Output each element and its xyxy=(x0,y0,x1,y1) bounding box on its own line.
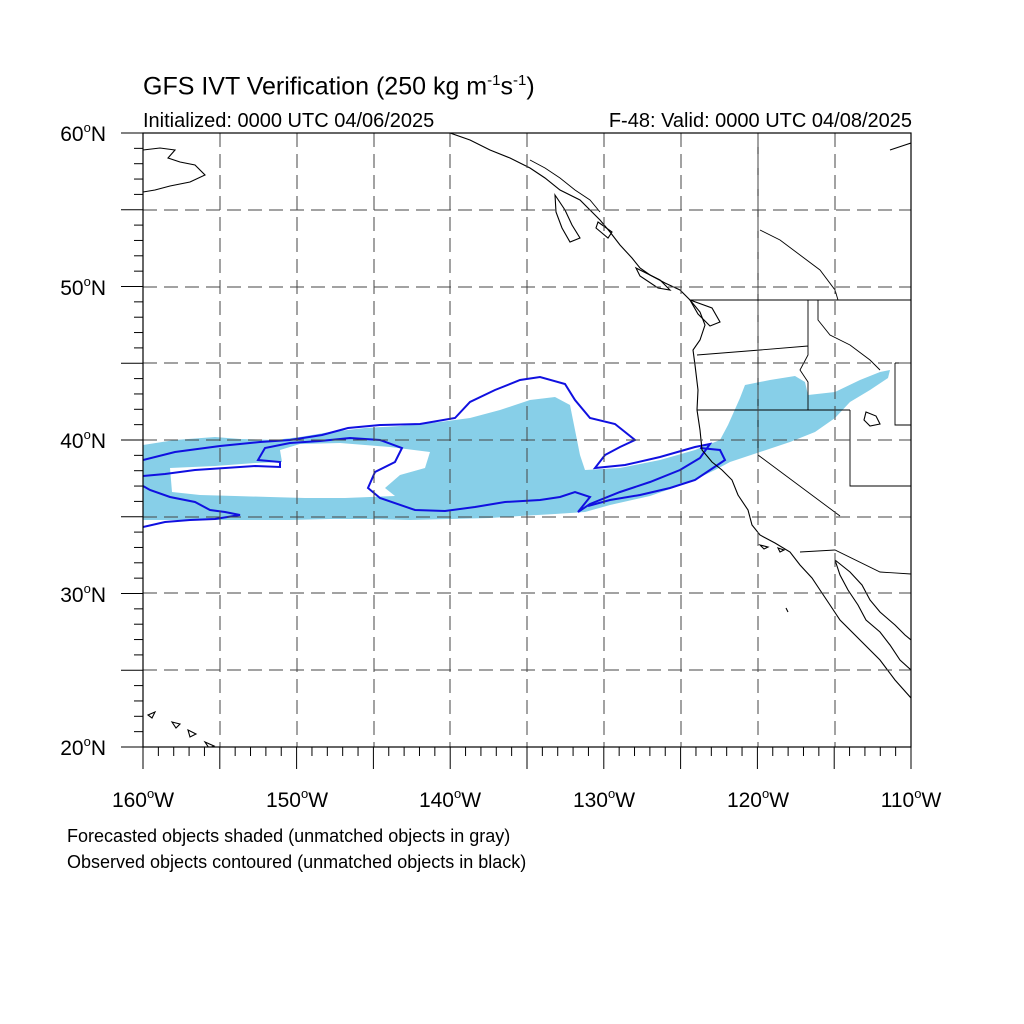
us-mexico-border xyxy=(799,549,911,575)
observed-contour-east xyxy=(587,447,727,507)
lon-label-110w: 110oW xyxy=(880,786,942,812)
gulf-of-alaska-coast xyxy=(449,133,911,699)
footnote-observed: Observed objects contoured (unmatched ob… xyxy=(67,852,527,872)
initialized-time: Initialized: 0000 UTC 04/06/2025 xyxy=(143,110,435,132)
forecast-objects xyxy=(143,370,890,520)
lat-label-50: 50oN xyxy=(60,274,106,300)
observed-objects xyxy=(143,375,727,528)
forecast-object-main xyxy=(143,370,890,520)
channel-islands xyxy=(758,543,789,613)
baja-peninsula xyxy=(834,559,911,671)
lat-label-30: 30oN xyxy=(60,581,106,607)
observed-contour-north xyxy=(143,375,713,513)
footnote-forecast: Forecasted objects shaded (unmatched obj… xyxy=(67,826,511,846)
lat-label-60: 60oN xyxy=(60,120,106,146)
lon-label-130w: 130oW xyxy=(572,786,636,812)
lon-label-160w: 160oW xyxy=(111,786,175,812)
hawaii-islands xyxy=(146,710,216,747)
grid-lines xyxy=(143,133,911,747)
lon-label-120w: 120oW xyxy=(726,786,790,812)
lat-label-20: 20oN xyxy=(60,734,106,760)
lon-label-140w: 140oW xyxy=(418,786,482,812)
map-title: GFS IVT Verification (250 kg m-1s-1) xyxy=(143,72,535,101)
alaska-canada-border xyxy=(529,159,601,213)
alaska-coast xyxy=(143,147,206,193)
observed-contour-south xyxy=(143,485,241,528)
axis-ticks xyxy=(121,132,912,769)
great-salt-lake xyxy=(863,411,881,427)
canada-east-coast xyxy=(889,142,911,151)
lat-label-40: 40oN xyxy=(60,427,106,453)
lon-label-150w: 150oW xyxy=(265,786,329,812)
valid-time: F-48: Valid: 0000 UTC 04/08/2025 xyxy=(608,110,912,132)
coastlines xyxy=(143,133,911,747)
bc-islands xyxy=(554,193,721,327)
